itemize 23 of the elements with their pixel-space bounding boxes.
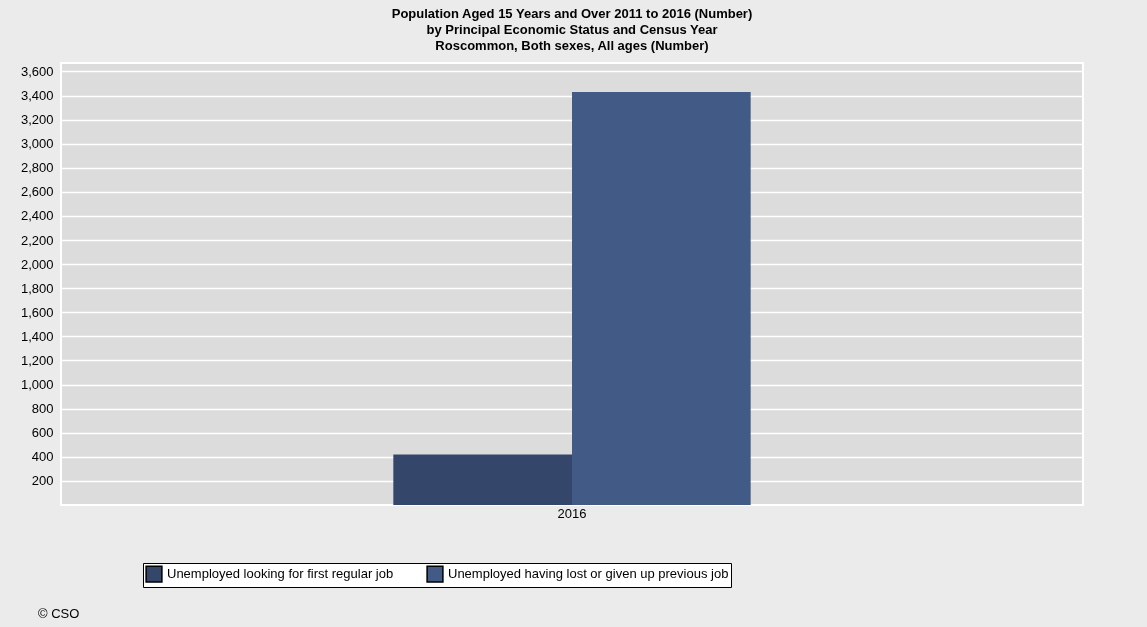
- y-tick-label: 3,200: [20, 112, 54, 128]
- y-tick-label: 800: [31, 401, 54, 417]
- y-tick-label: 2,000: [20, 256, 54, 272]
- y-tick-label: 2,200: [20, 232, 54, 248]
- y-tick-label: 2,800: [20, 160, 54, 176]
- y-tick-label: 1,600: [20, 304, 54, 320]
- y-tick-label: 400: [31, 449, 54, 465]
- legend-label: Unemployed looking for first regular job: [167, 566, 394, 582]
- x-tick-label: 2016: [557, 505, 587, 521]
- y-tick-label: 3,600: [20, 63, 54, 79]
- y-tick-label: 600: [31, 425, 54, 441]
- text: © CSO: [38, 606, 80, 621]
- y-tick-label: 2,600: [20, 184, 54, 200]
- y-tick-label: 1,000: [20, 377, 54, 393]
- legend-label: Unemployed having lost or given up previous job: [448, 566, 729, 582]
- y-tick-label: 1,400: [20, 328, 54, 344]
- y-tick-label: 3,000: [20, 136, 54, 152]
- y-tick-label: 3,400: [20, 88, 54, 104]
- chart-title: Population Aged 15 Years and Over 2011 to 2016 (Number) by Principal Economic Status and Census Year Roscommon, Both sexes, All ages (Number): [391, 6, 753, 53]
- y-tick-label: 1,200: [20, 352, 54, 368]
- y-tick-label: 1,800: [20, 280, 54, 296]
- y-tick-label: 2,400: [20, 208, 54, 224]
- y-tick-label: 200: [31, 473, 54, 489]
